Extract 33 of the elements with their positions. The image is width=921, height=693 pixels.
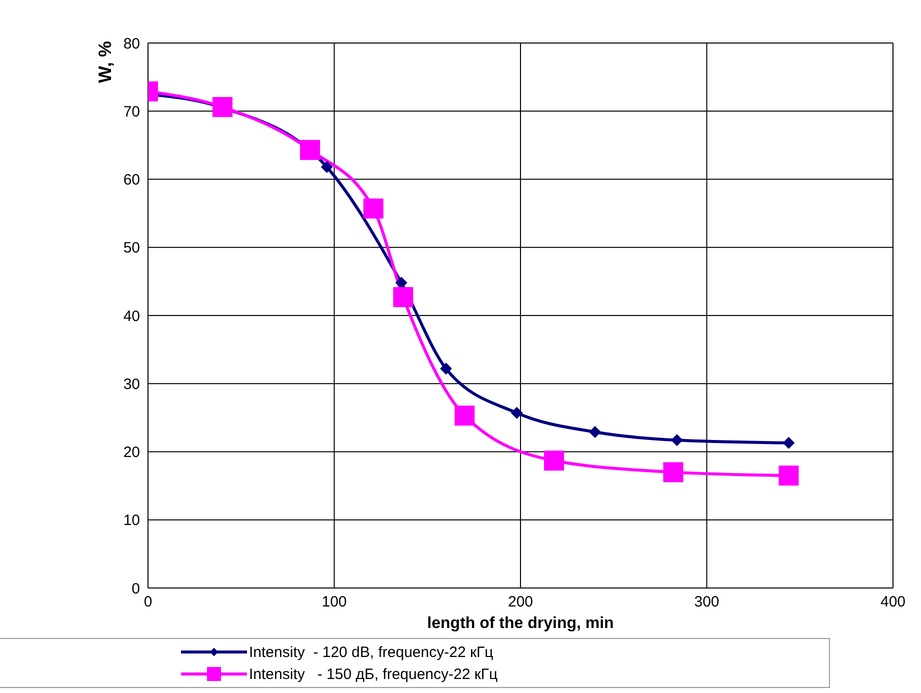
legend-label: Intensity - 150 дБ, frequency-22 кГц — [249, 666, 498, 682]
x-tick-label: 200 — [508, 594, 534, 611]
x-tick-label: 300 — [694, 594, 720, 611]
y-tick-label: 70 — [123, 103, 140, 120]
y-tick-label: 80 — [123, 35, 140, 52]
point — [670, 434, 683, 446]
point — [440, 362, 452, 375]
point — [589, 426, 601, 438]
y-tick-label: 60 — [123, 172, 140, 189]
point — [212, 97, 232, 118]
point — [778, 466, 799, 486]
point — [393, 287, 414, 308]
y-tick-label: 50 — [123, 240, 140, 257]
y-tick-label: 0 — [132, 580, 140, 598]
point — [782, 436, 795, 449]
y-tick-label: 30 — [123, 376, 140, 393]
point — [300, 140, 320, 160]
x-tick-label: 0 — [144, 594, 152, 611]
point — [544, 450, 564, 471]
x-axis-title: length of the drying, min — [427, 615, 614, 632]
point — [363, 198, 384, 219]
y-tick-label: 10 — [123, 512, 140, 530]
y-axis-title: W, % — [94, 40, 115, 83]
y-tick-label: 40 — [123, 308, 140, 325]
x-tick-label: 100 — [322, 594, 347, 611]
point — [510, 406, 523, 419]
y-tick-label: 20 — [123, 444, 140, 462]
x-tick-label: 400 — [880, 594, 906, 611]
point — [320, 160, 333, 173]
point — [454, 406, 475, 426]
point — [663, 462, 684, 482]
point — [395, 276, 408, 289]
legend-label: Intensity - 120 dB, frequency-22 кГц — [249, 644, 494, 660]
